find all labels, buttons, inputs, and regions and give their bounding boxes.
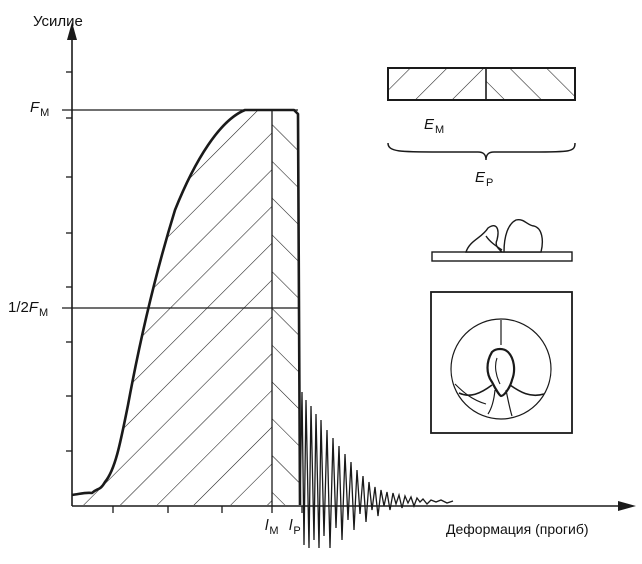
oscillation-trace bbox=[299, 391, 454, 549]
lm-label: lM bbox=[265, 517, 279, 537]
lp-label: lP bbox=[289, 517, 301, 537]
half-fm-label: 1/2FM bbox=[8, 299, 49, 319]
fm-label: FM bbox=[30, 99, 50, 119]
x-axis-arrow bbox=[618, 501, 636, 511]
energy-bar-frame bbox=[387, 67, 576, 101]
x-ticks bbox=[112, 506, 303, 513]
y-axis-label: Усилие bbox=[33, 13, 83, 30]
broken-specimen-side-icon bbox=[431, 218, 573, 262]
y-ticks bbox=[66, 71, 72, 452]
em-label: EM bbox=[424, 116, 445, 136]
energy-bar bbox=[387, 67, 576, 161]
ep-label: EP bbox=[475, 169, 494, 189]
force-curve bbox=[71, 108, 302, 506]
ep-brace bbox=[387, 142, 576, 161]
broken-specimen-top-icon bbox=[430, 291, 573, 434]
y-axis-arrow bbox=[67, 22, 77, 40]
x-axis-label: Деформация (прогиб) bbox=[446, 521, 589, 537]
